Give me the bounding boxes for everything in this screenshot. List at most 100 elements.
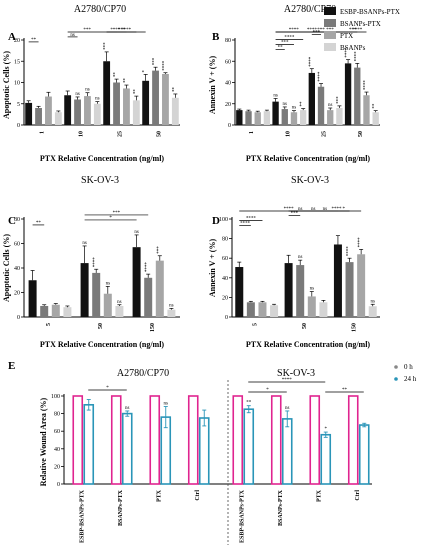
sig-bracket-label: ns xyxy=(298,207,303,212)
bar xyxy=(307,296,316,317)
sig-label: ns xyxy=(75,92,80,97)
sig-label: ns xyxy=(125,406,130,411)
bar xyxy=(245,111,252,125)
bar xyxy=(333,244,342,317)
bar xyxy=(167,309,176,317)
bar xyxy=(142,80,150,125)
x-tick-label: BSANPs-PTX xyxy=(118,489,124,526)
sig-label: *** xyxy=(157,246,162,254)
y-tick-label: 0 xyxy=(225,315,228,321)
panel-title: SK-OV-3 xyxy=(81,175,119,186)
sig-bracket-label: **** xyxy=(246,217,257,222)
sig-bracket-label: ** xyxy=(342,388,348,393)
y-tick-label: 20 xyxy=(14,38,20,44)
legend-swatch xyxy=(324,19,336,27)
sig-label: **** xyxy=(318,71,323,82)
panel-c: C SK-OV-3 0 20 40 60 80 Apoptotic Cells (%) PTX … xyxy=(2,175,180,349)
legend-swatch xyxy=(324,7,336,15)
sig-bracket-label: ** xyxy=(278,46,284,51)
x-tick-label: Ctrl xyxy=(355,490,361,501)
y-tick-label: 0 xyxy=(228,123,231,129)
bar xyxy=(40,305,49,317)
bar xyxy=(92,272,101,317)
sig-label: **** xyxy=(345,47,350,58)
sig-bracket-label: * xyxy=(106,386,109,391)
sig-bracket-label: **** xyxy=(352,28,363,33)
sig-label: ns xyxy=(310,287,315,292)
bar xyxy=(28,280,37,317)
sig-label: ns xyxy=(169,303,174,308)
bar xyxy=(270,305,279,317)
y-tick-label: 20 xyxy=(225,102,231,108)
bar xyxy=(236,110,243,125)
sig-bracket-label: *** xyxy=(118,28,126,33)
sig-label: **** xyxy=(145,262,150,273)
bar-24h xyxy=(243,408,255,485)
sig-bracket-label: **** xyxy=(240,222,251,227)
sig-bracket-label: **** xyxy=(307,28,318,33)
y-tick-label: 20 xyxy=(222,295,228,301)
y-tick-label: 10 xyxy=(14,81,20,87)
sig-bracket-label: * xyxy=(110,28,113,33)
sig-bracket-label: *** xyxy=(317,28,325,33)
sig-bracket-label: ns xyxy=(311,207,316,212)
y-tick-label: 20 xyxy=(14,291,20,297)
sig-label: ns xyxy=(273,93,278,98)
x-tick-label: 150 xyxy=(351,323,357,332)
panel-letter: D xyxy=(212,215,220,227)
sig-label: ns xyxy=(283,102,288,107)
sig-label: ** xyxy=(123,78,128,83)
bar-0h xyxy=(72,395,84,485)
sig-label: ns xyxy=(134,230,139,235)
sig-label: ns xyxy=(285,406,290,411)
panel-title: A2780/CP70 xyxy=(74,4,126,15)
sig-bracket-label: *** xyxy=(313,31,321,36)
sig-label: **** xyxy=(162,60,167,71)
bar-0h xyxy=(149,395,161,485)
sig-label: **** xyxy=(363,80,368,91)
bar xyxy=(263,111,271,125)
x-tick-label: 50 xyxy=(157,131,163,137)
bar xyxy=(103,61,111,125)
x-tick-label: 25 xyxy=(118,131,124,137)
bar xyxy=(45,96,52,125)
bar xyxy=(162,74,169,125)
bar xyxy=(354,67,361,125)
panel-letter: E xyxy=(8,360,15,372)
legend-label: 0 h xyxy=(404,363,413,371)
y-tick-label: 80 xyxy=(222,237,228,243)
y-tick-label: 60 xyxy=(222,256,228,262)
y-tick-label: 5 xyxy=(17,102,20,108)
bar xyxy=(103,293,112,317)
x-tick-label: ESBP-BSANPs-PTX xyxy=(79,489,85,543)
y-tick-label: 100 xyxy=(219,217,228,223)
y-tick-label: 60 xyxy=(54,429,60,435)
sig-bracket-label: **** xyxy=(121,28,132,33)
bar xyxy=(35,108,42,125)
bar xyxy=(171,97,179,125)
x-axis-label: PTX Relative Concentration (ng/ml) xyxy=(40,340,165,349)
x-tick-label: 10 xyxy=(285,131,291,137)
y-tick-label: 20 xyxy=(54,464,60,470)
bar xyxy=(132,100,140,125)
bar xyxy=(51,304,60,317)
bar xyxy=(336,108,343,125)
x-tick-label: 5 xyxy=(46,323,52,326)
sig-label: ns xyxy=(164,402,169,407)
x-axis-label: PTX Relative Concentration (ng/ml) xyxy=(40,154,165,163)
sig-bracket-label: *** xyxy=(281,41,289,46)
bar-0h xyxy=(110,395,122,485)
bar xyxy=(246,302,255,317)
y-tick-label: 15 xyxy=(14,59,20,65)
y-tick-label: 0 xyxy=(17,123,20,129)
sig-bracket-label: ns xyxy=(323,207,328,212)
bar xyxy=(344,63,352,125)
x-axis-label: PTX Relative Concentration (ng/ml) xyxy=(246,340,371,349)
y-tick-label: 0 xyxy=(17,315,20,321)
sig-bracket-label: *** xyxy=(113,211,121,216)
panel-b: B A2780/CP70 0 20 40 60 80 Annexin V + (%) PTX R… xyxy=(208,4,380,163)
bar xyxy=(281,109,288,125)
bar xyxy=(152,70,159,125)
bar xyxy=(74,99,81,125)
